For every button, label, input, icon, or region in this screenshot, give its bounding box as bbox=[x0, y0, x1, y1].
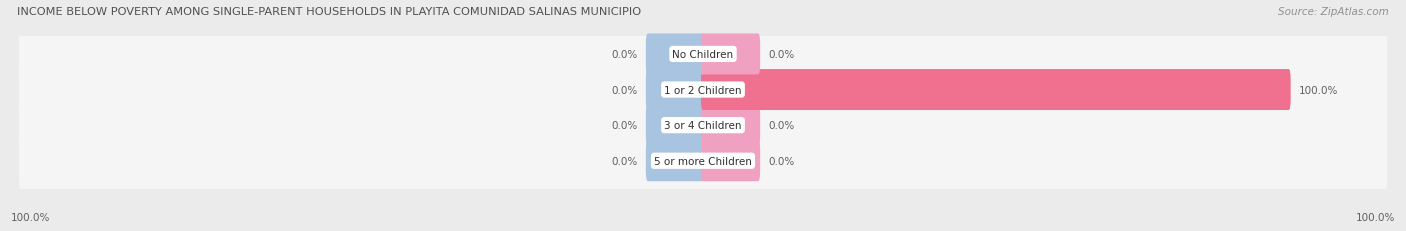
Text: No Children: No Children bbox=[672, 50, 734, 60]
Text: 1 or 2 Children: 1 or 2 Children bbox=[664, 85, 742, 95]
FancyBboxPatch shape bbox=[702, 70, 1291, 110]
FancyBboxPatch shape bbox=[645, 34, 704, 75]
FancyBboxPatch shape bbox=[702, 34, 761, 75]
FancyBboxPatch shape bbox=[18, 132, 1388, 190]
Text: 0.0%: 0.0% bbox=[769, 50, 794, 60]
Text: 0.0%: 0.0% bbox=[612, 50, 637, 60]
Text: Source: ZipAtlas.com: Source: ZipAtlas.com bbox=[1278, 7, 1389, 17]
Text: 0.0%: 0.0% bbox=[769, 121, 794, 131]
Text: 100.0%: 100.0% bbox=[1355, 212, 1395, 222]
Text: 3 or 4 Children: 3 or 4 Children bbox=[664, 121, 742, 131]
Text: 0.0%: 0.0% bbox=[612, 85, 637, 95]
Text: 0.0%: 0.0% bbox=[612, 156, 637, 166]
Text: 5 or more Children: 5 or more Children bbox=[654, 156, 752, 166]
Text: 100.0%: 100.0% bbox=[11, 212, 51, 222]
Text: 0.0%: 0.0% bbox=[769, 156, 794, 166]
FancyBboxPatch shape bbox=[702, 105, 761, 146]
FancyBboxPatch shape bbox=[18, 61, 1388, 119]
FancyBboxPatch shape bbox=[645, 70, 704, 110]
FancyBboxPatch shape bbox=[18, 96, 1388, 155]
FancyBboxPatch shape bbox=[645, 141, 704, 181]
Text: 100.0%: 100.0% bbox=[1299, 85, 1339, 95]
FancyBboxPatch shape bbox=[645, 105, 704, 146]
FancyBboxPatch shape bbox=[702, 141, 761, 181]
FancyBboxPatch shape bbox=[18, 26, 1388, 84]
Text: 0.0%: 0.0% bbox=[612, 121, 637, 131]
Text: INCOME BELOW POVERTY AMONG SINGLE-PARENT HOUSEHOLDS IN PLAYITA COMUNIDAD SALINAS: INCOME BELOW POVERTY AMONG SINGLE-PARENT… bbox=[17, 7, 641, 17]
